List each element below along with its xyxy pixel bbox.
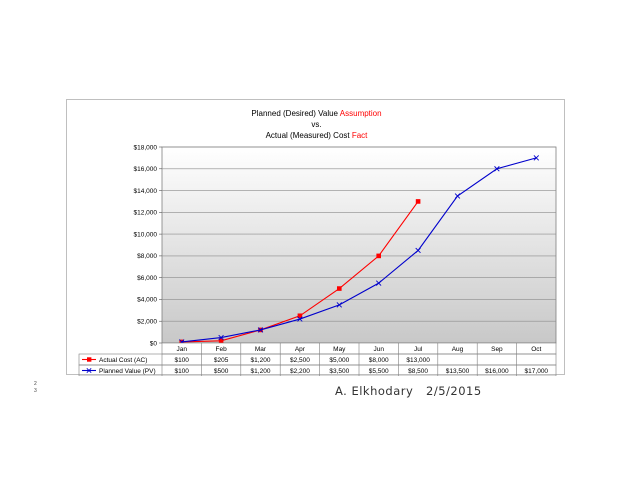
- data-point-actual-cost: [415, 199, 421, 204]
- chart-title-line: vs.: [311, 120, 321, 129]
- chart-title-line: Actual (Measured) Cost Fact: [266, 131, 369, 140]
- data-point-actual-cost: [218, 338, 224, 344]
- table-cell-value: $17,000: [525, 368, 549, 375]
- x-tick-label: Jan: [176, 346, 187, 353]
- data-point-planned-value: [494, 166, 500, 172]
- table-cell-value: $205: [214, 357, 229, 364]
- series-line-planned-value: [181, 157, 537, 343]
- table-row: [78, 353, 557, 366]
- y-tick-label: $8,000: [137, 253, 157, 260]
- table-cell-value: $2,500: [290, 357, 310, 364]
- data-point-planned-value: [218, 334, 224, 341]
- chart-title-part: Planned (Desired) Value: [251, 109, 339, 118]
- data-point-planned-value: [297, 316, 303, 322]
- data-point-planned-value: [415, 247, 421, 254]
- y-tick-label: $16,000: [134, 166, 158, 173]
- y-tick-label: $18,000: [134, 144, 158, 151]
- chart-title-part: Fact: [352, 131, 368, 140]
- table-cell-value: $8,500: [408, 368, 428, 375]
- chart-panel: Planned (Desired) Value Assumption vs. Act…: [66, 99, 565, 376]
- y-tick-label: $2,000: [137, 319, 157, 326]
- y-tick-label: $4,000: [137, 297, 157, 304]
- legend-label-actual-cost: Actual Cost (AC): [99, 357, 147, 364]
- table-cell-value: $16,000: [485, 368, 509, 375]
- x-tick-label: Oct: [531, 346, 541, 353]
- y-tick-label: $6,000: [137, 275, 157, 282]
- x-tick-label: Aug: [452, 346, 464, 353]
- x-tick-label: May: [333, 346, 346, 353]
- legend-key-marker-x: [86, 367, 92, 374]
- x-tick-label: Mar: [255, 346, 267, 353]
- table-cell-value: $100: [174, 357, 189, 364]
- chart-title-part: Actual (Measured) Cost: [266, 131, 352, 140]
- chart-svg: Planned (Desired) Value Assumption vs. Act…: [78, 109, 557, 376]
- chart-title-part: Assumption: [340, 109, 382, 118]
- x-tick-label: Jul: [414, 346, 423, 353]
- table-cell-value: $100: [174, 368, 189, 375]
- data-point-planned-value: [454, 193, 461, 199]
- x-tick-label: Jun: [373, 346, 384, 353]
- data-point-actual-cost: [297, 313, 303, 319]
- table-cell-value: $13,000: [406, 357, 430, 364]
- chart-title-part: vs.: [311, 120, 321, 129]
- y-tick-label: $12,000: [134, 210, 158, 217]
- table-row: [78, 364, 557, 376]
- table-cell-value: $500: [214, 368, 229, 375]
- data-point-planned-value: [257, 327, 264, 333]
- y-tick-label: $0: [150, 340, 158, 347]
- x-tick-label: Apr: [295, 346, 306, 353]
- slide-number-top: 2: [34, 381, 37, 387]
- legend-label-planned-value: Planned Value (PV): [99, 368, 156, 375]
- slide-number-bottom: 3: [34, 388, 37, 394]
- data-point-planned-value: [336, 302, 343, 308]
- chart-title-line: Planned (Desired) Value Assumption: [251, 109, 381, 118]
- plot-area: [161, 146, 557, 344]
- footer-date: 2/5/2015: [426, 384, 482, 398]
- y-tick-label: $10,000: [134, 231, 158, 238]
- table-cell-value: $13,500: [446, 368, 470, 375]
- table-cell-value: $8,000: [369, 357, 389, 364]
- y-tick-label: $14,000: [134, 188, 158, 195]
- table-cell-value: $1,200: [251, 357, 271, 364]
- x-tick-label: Feb: [215, 346, 227, 353]
- footer-author: A. Elkhodary: [335, 384, 414, 398]
- table-cell-value: $3,500: [329, 368, 349, 375]
- legend-key-marker-square: [87, 357, 92, 362]
- table-cell-value: $1,200: [251, 368, 271, 375]
- x-tick-label: Sep: [491, 346, 503, 353]
- table-cell-value: $5,500: [369, 368, 389, 375]
- data-point-planned-value: [375, 280, 382, 286]
- data-point-actual-cost: [337, 286, 342, 291]
- data-point-planned-value: [533, 155, 540, 161]
- table-cell-value: $2,200: [290, 368, 310, 375]
- data-point-actual-cost: [376, 253, 381, 259]
- table-cell-value: $5,000: [329, 357, 349, 364]
